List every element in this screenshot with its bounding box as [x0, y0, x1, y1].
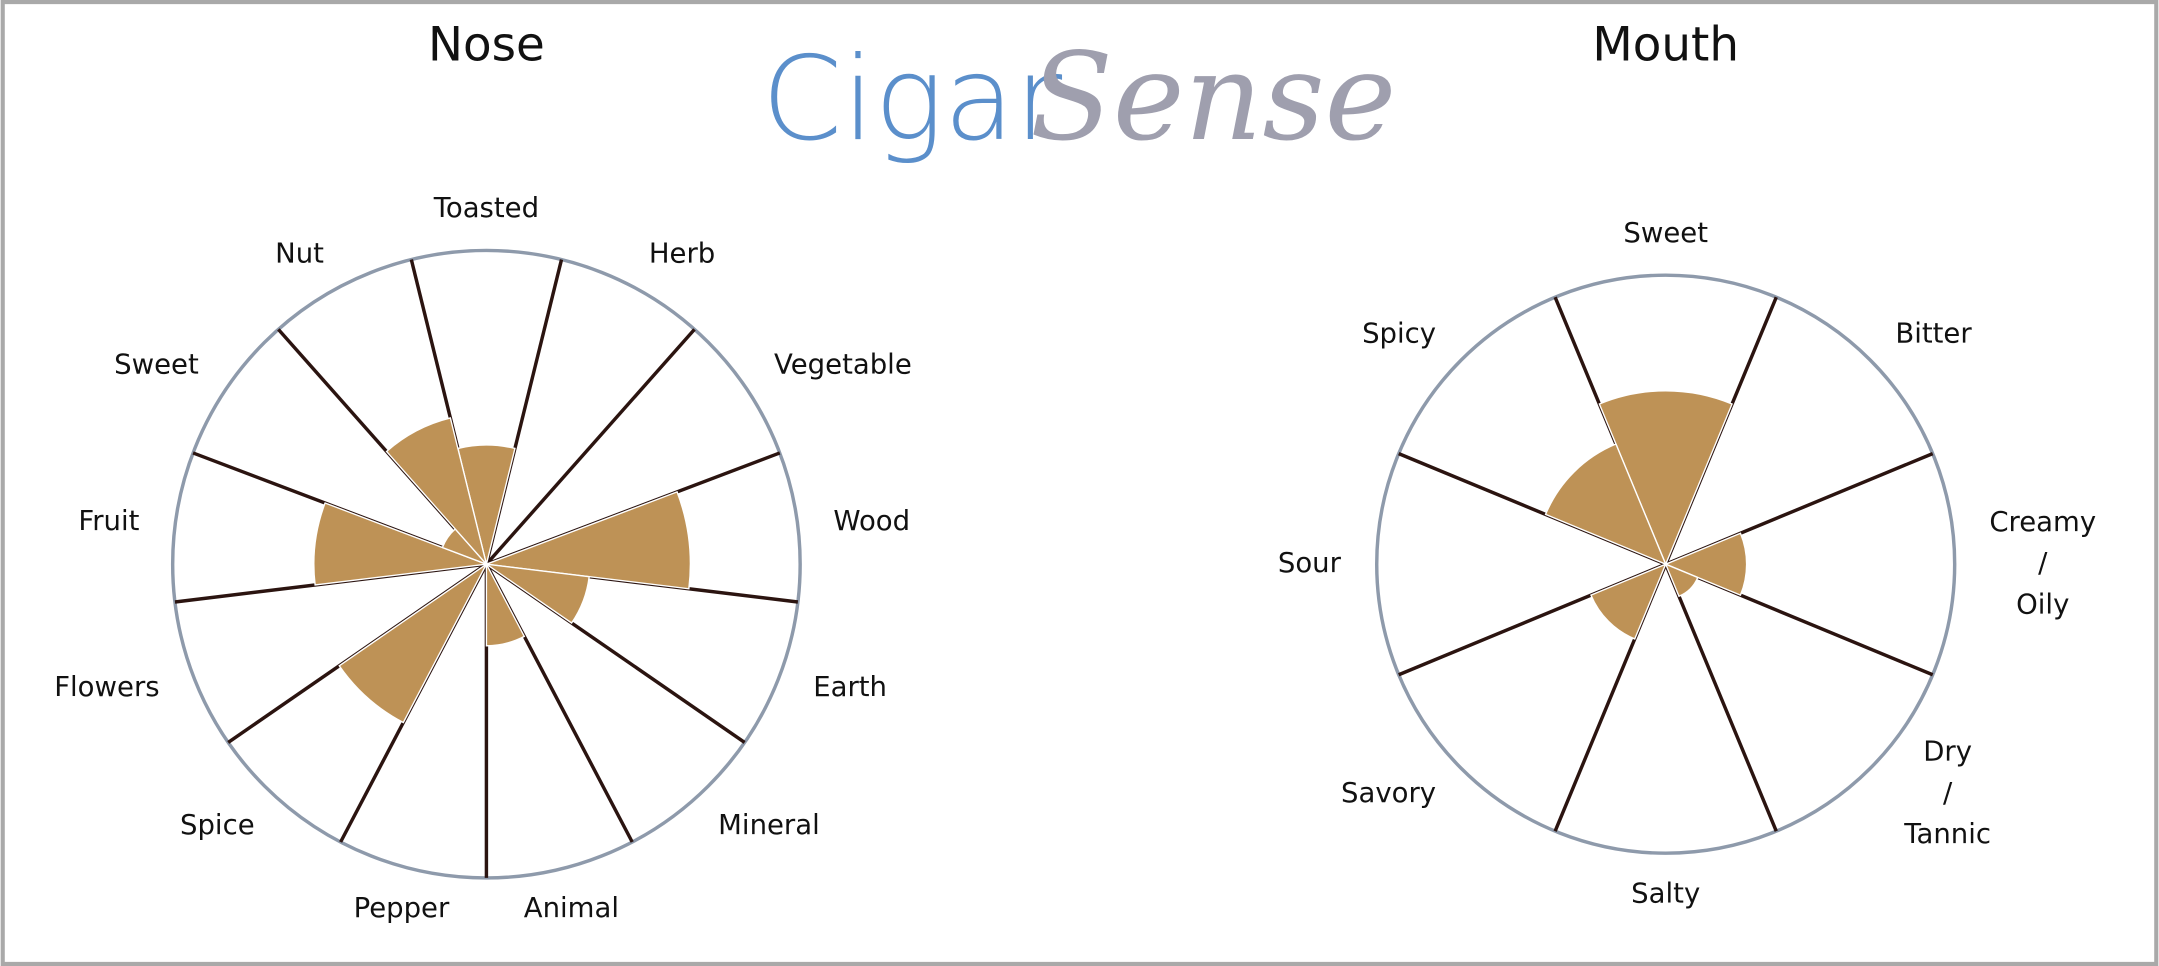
wedge [385, 417, 488, 565]
chart-title: Nose [428, 19, 545, 73]
logo-right: Sense [1030, 27, 1396, 168]
chart-title: Mouth [1592, 19, 1739, 73]
wedge [338, 563, 488, 724]
wedge [1544, 443, 1667, 566]
wedge [1663, 532, 1748, 597]
label-line: / [2038, 547, 2048, 579]
category-label: Sweet [114, 349, 199, 381]
category-label: Toasted [433, 192, 539, 224]
category-label: Salty [1631, 877, 1700, 909]
spoke [485, 328, 696, 566]
label-line: Creamy [1989, 506, 2096, 538]
label-line: Tannic [1903, 818, 1991, 850]
wedge [486, 490, 692, 590]
spoke [1664, 563, 1778, 832]
category-label: Sweet [1623, 217, 1708, 249]
category-label: Pepper [354, 892, 450, 924]
label-line: Dry [1923, 736, 1972, 768]
category-label: Wood [833, 505, 910, 537]
category-label: Mineral [718, 809, 820, 841]
category-label: Sour [1278, 547, 1342, 579]
label-line: / [1943, 777, 1953, 809]
category-label: Nut [275, 238, 324, 270]
wedge [313, 502, 487, 586]
category-label: Dry / Tannic [1903, 736, 1991, 851]
wedge [485, 563, 526, 647]
category-label: Vegetable [774, 349, 912, 381]
wedge [1590, 562, 1667, 640]
category-label: Bitter [1895, 318, 1972, 350]
logo-left: Cigar [762, 33, 1063, 167]
label-line: Oily [2016, 588, 2069, 620]
category-label: Animal [524, 892, 619, 924]
wedge [486, 563, 590, 624]
category-label: Creamy / Oily [1989, 506, 2096, 621]
wedge [1664, 562, 1699, 598]
category-label: Spice [180, 809, 255, 841]
category-label: Flowers [54, 671, 159, 703]
category-label: Savory [1341, 777, 1436, 809]
category-label: Earth [813, 671, 887, 703]
category-label: Herb [649, 238, 715, 270]
category-label: Fruit [78, 505, 139, 537]
wedge [1598, 390, 1733, 566]
outer-circle [1375, 273, 1957, 855]
category-label: Spicy [1362, 318, 1436, 350]
